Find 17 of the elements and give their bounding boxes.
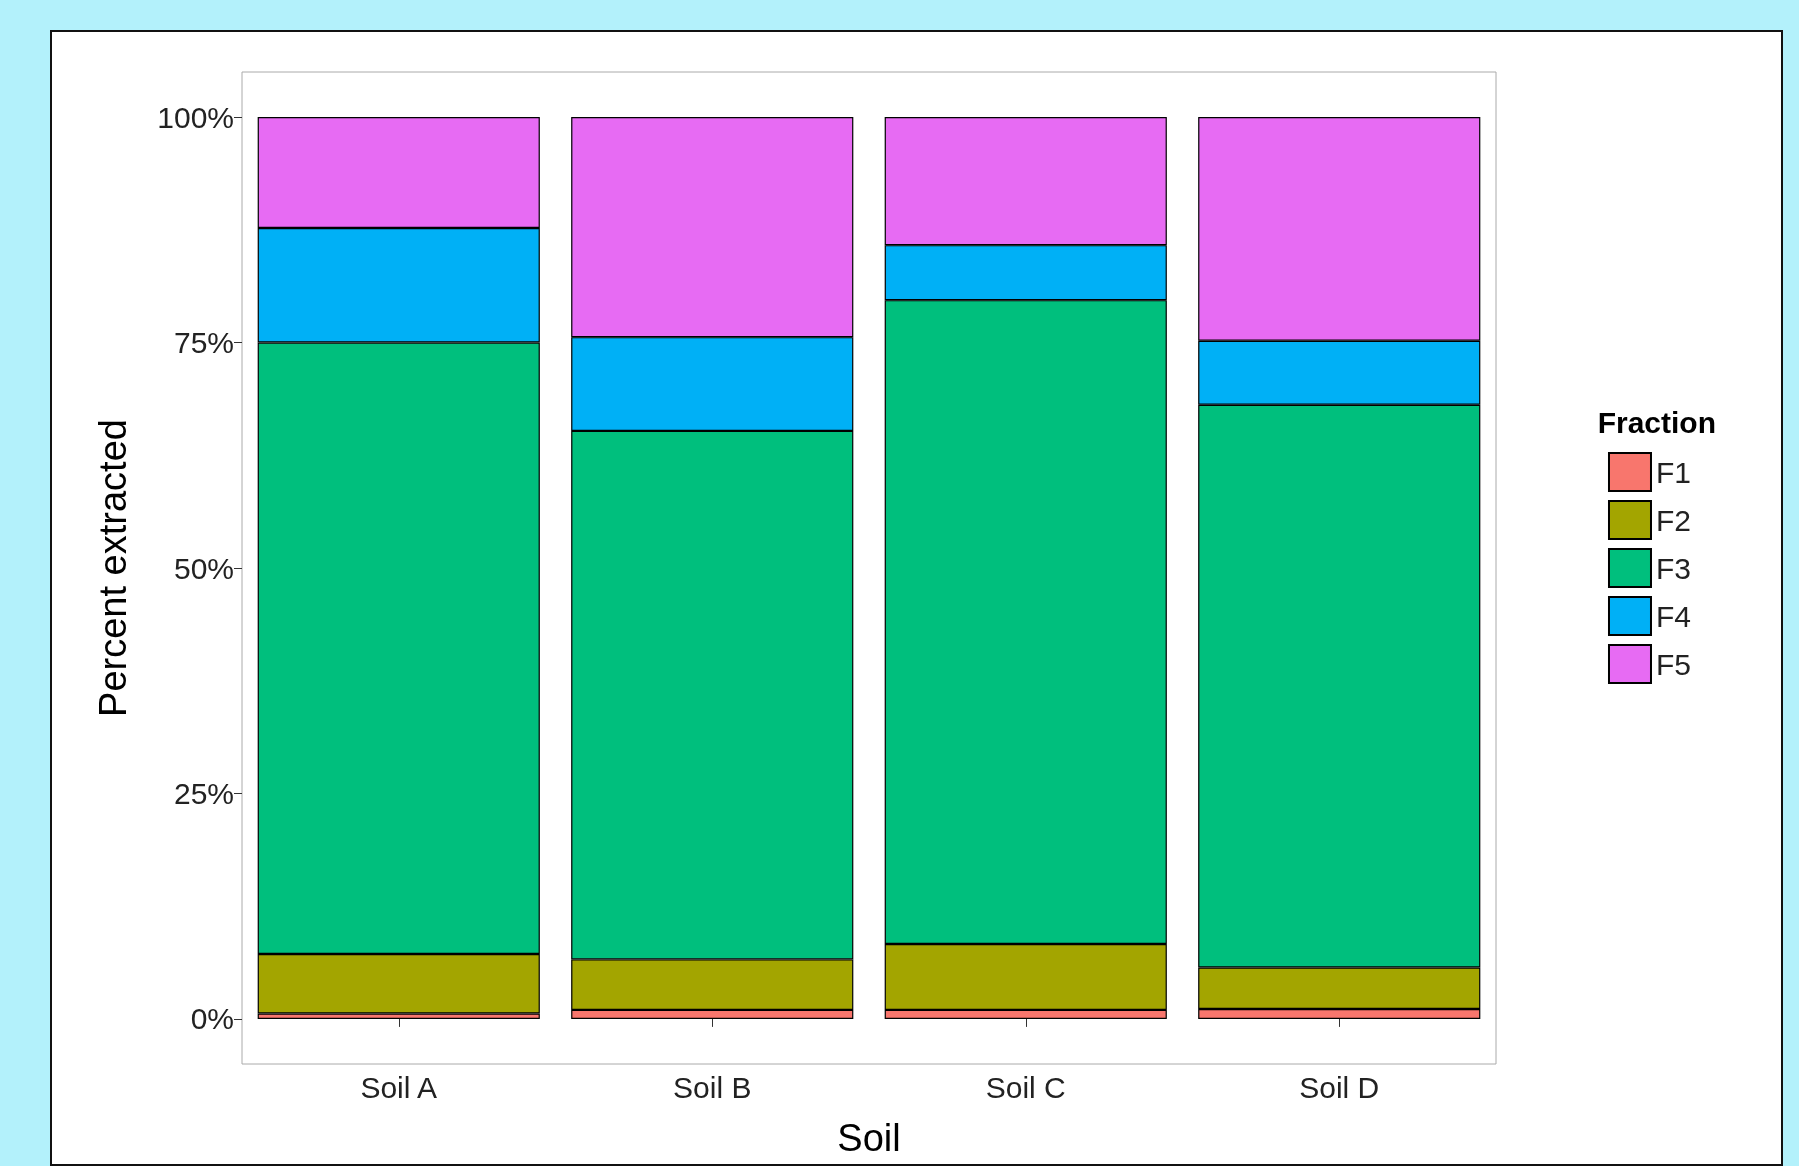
legend-label: F3 bbox=[1655, 551, 1692, 585]
y-tick-label: 75% bbox=[173, 326, 234, 360]
x-tick-label: Soil B bbox=[673, 1070, 752, 1104]
x-axis-title: Soil bbox=[837, 1117, 901, 1159]
legend-label: F2 bbox=[1655, 503, 1692, 537]
legend-title: Fraction bbox=[1597, 405, 1717, 439]
x-tick-label: Soil A bbox=[360, 1070, 438, 1104]
x-tick-label: Soil D bbox=[1299, 1070, 1380, 1104]
x-tick-label: Soil C bbox=[985, 1070, 1066, 1104]
y-tick-label: 25% bbox=[173, 776, 234, 810]
y-tick-label: 100% bbox=[157, 100, 234, 134]
legend-label: F1 bbox=[1655, 455, 1692, 489]
legend-label: F5 bbox=[1655, 647, 1692, 681]
legend-label: F4 bbox=[1655, 599, 1692, 633]
y-tick-label: 50% bbox=[173, 551, 234, 585]
y-tick-label: 0% bbox=[190, 1002, 234, 1036]
y-axis-title: Percent extracted bbox=[92, 419, 134, 717]
